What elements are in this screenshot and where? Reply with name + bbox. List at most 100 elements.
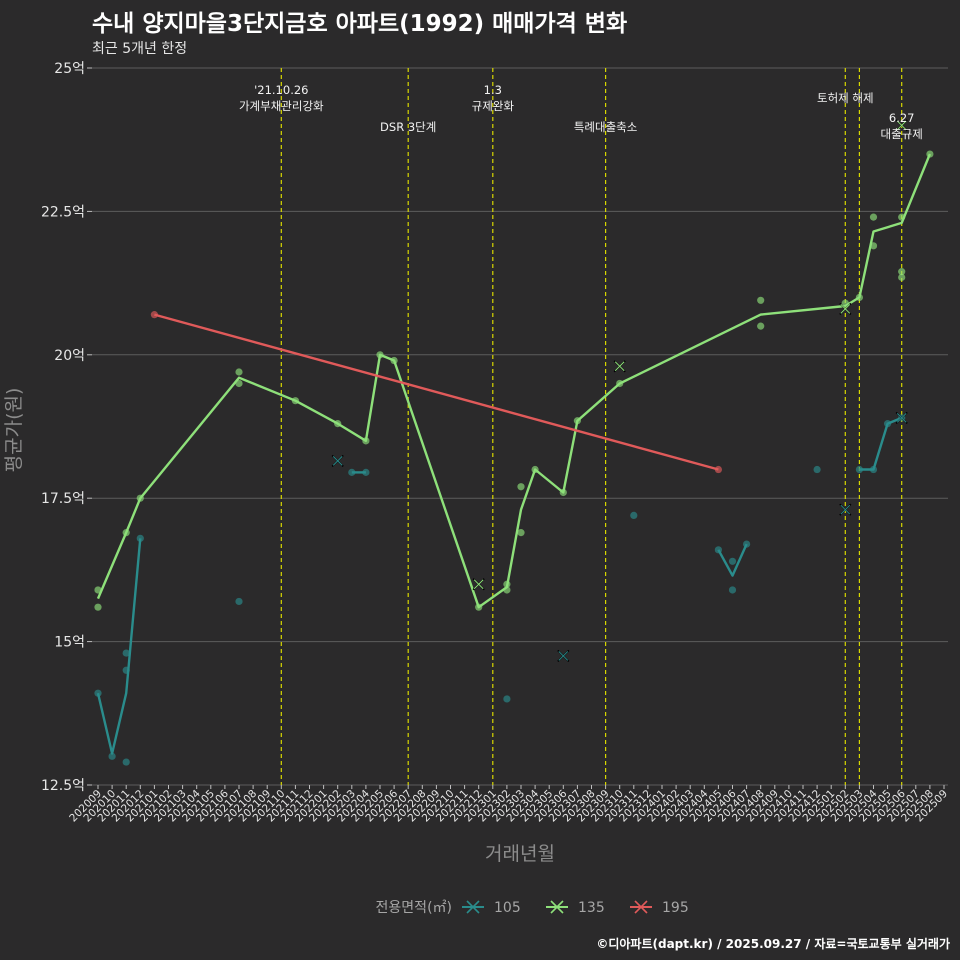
y-axis-title: 평균가(원) [3, 388, 25, 473]
series-135-point [573, 417, 582, 425]
series-105-point [122, 649, 130, 657]
y-tick-label: 15억 [54, 635, 85, 651]
y-tick-label: 25억 [54, 61, 85, 77]
policy-annotation: 6.27 [889, 111, 915, 125]
series-105-point [94, 689, 102, 697]
series-105-point [348, 468, 356, 476]
series-135-point [898, 213, 906, 221]
series-135-point [517, 529, 525, 537]
series-105-point [122, 666, 130, 674]
series-105-point [108, 752, 116, 760]
cross-stroke [840, 504, 851, 515]
series-135-point [898, 268, 906, 276]
series-135-cross-marker [895, 119, 908, 132]
series-105-point [235, 597, 243, 606]
cross-stroke [558, 651, 569, 661]
source-caption: ©디아파트(dapt.kr) / 2025.09.27 / 자료=국토교통부 실… [596, 937, 950, 951]
legend-title: 전용면적(㎡) [376, 900, 452, 916]
series-105-point [630, 511, 638, 520]
legend: 전용면적(㎡) 105 135 195 [376, 900, 689, 916]
series-105-point [122, 758, 130, 766]
cross-stroke [896, 413, 907, 423]
legend-swatch-cross [550, 900, 564, 914]
legend-swatch-cross [466, 900, 480, 914]
legend-swatch-cross [634, 900, 648, 914]
series-195-point [714, 465, 723, 474]
legend-item-195: 195 [630, 900, 689, 916]
series-105-point [884, 420, 892, 428]
series-135-point [334, 420, 342, 428]
y-tick-label: 22.5억 [41, 204, 85, 220]
series-105-cross-marker [557, 649, 570, 663]
series-135-point [841, 299, 849, 307]
series-105-point [136, 534, 144, 542]
policy-annotation: 대출규제 [881, 127, 923, 141]
series-135-cross-marker [613, 360, 626, 373]
legend-label: 195 [662, 900, 689, 916]
series-135-point [475, 603, 483, 611]
series-105-point [728, 586, 737, 594]
series-135-point [855, 293, 864, 302]
y-tick-label: 20억 [54, 348, 85, 364]
series-135-point [757, 296, 765, 304]
series-135-point [376, 351, 384, 359]
series-135-point [94, 586, 102, 594]
series-105-point [813, 465, 821, 474]
series-105-line [717, 543, 748, 577]
series-135-point [757, 322, 765, 330]
policy-annotation: 토허제 해제 [817, 91, 874, 105]
series-135-point [559, 488, 567, 497]
cross-stroke [840, 304, 851, 314]
series-135-point [362, 437, 370, 445]
y-tick-label: 12.5억 [41, 778, 85, 794]
series-105-point [714, 546, 723, 554]
series-135-point [616, 379, 624, 388]
cross-stroke [896, 120, 907, 131]
policy-annotation: DSR 3단계 [380, 120, 436, 134]
series-105-cross-marker [895, 411, 908, 424]
series-135-point [291, 397, 299, 405]
cross-stroke [614, 361, 625, 372]
cross-stroke [332, 456, 343, 466]
series-135-point [122, 529, 130, 537]
series-105-point [362, 468, 370, 476]
series-195-point [150, 311, 158, 319]
series-195-line [154, 313, 719, 471]
legend-item-105: 105 [462, 900, 521, 916]
series-135-point [235, 379, 243, 388]
series-135-point [235, 368, 243, 376]
series-135-point [503, 580, 511, 588]
series-105-cross-marker [839, 503, 852, 516]
series-105-point [869, 465, 878, 474]
cross-stroke [473, 579, 484, 590]
policy-annotation: 특례대출축소 [574, 120, 637, 134]
series-105-cross-marker [331, 454, 344, 467]
series-135-point [926, 150, 934, 158]
chart-title: 수내 양지마을3단지금호 아파트(1992) 매매가격 변화 [92, 11, 628, 37]
legend-label: 135 [578, 900, 605, 916]
series-135-point [898, 273, 906, 281]
policy-annotation: 가계부채관리강화 [239, 99, 324, 113]
series-135-point [869, 213, 878, 221]
series-135-point [869, 242, 878, 250]
legend-label: 105 [494, 900, 521, 916]
policy-annotation: 규제완화 [472, 99, 515, 113]
series-105-line [859, 416, 903, 471]
y-tick-label: 17.5억 [41, 491, 85, 507]
series-105-point [855, 465, 864, 474]
series-135-line [96, 153, 932, 609]
series-105-point [728, 557, 737, 565]
series-135-cross-marker [839, 302, 852, 315]
x-axis-title: 거래년월 [485, 843, 555, 865]
series-105-point [743, 540, 751, 548]
legend-item-135: 135 [546, 900, 605, 916]
series-135-point [531, 465, 539, 474]
series-135-point [517, 483, 525, 491]
series-135-cross-marker [472, 578, 485, 591]
series-135-point [390, 356, 398, 365]
series-105-point [503, 695, 511, 703]
series-105-line [96, 538, 142, 755]
policy-annotation: '21.10.26 [254, 83, 308, 97]
series-135-point [136, 494, 144, 502]
